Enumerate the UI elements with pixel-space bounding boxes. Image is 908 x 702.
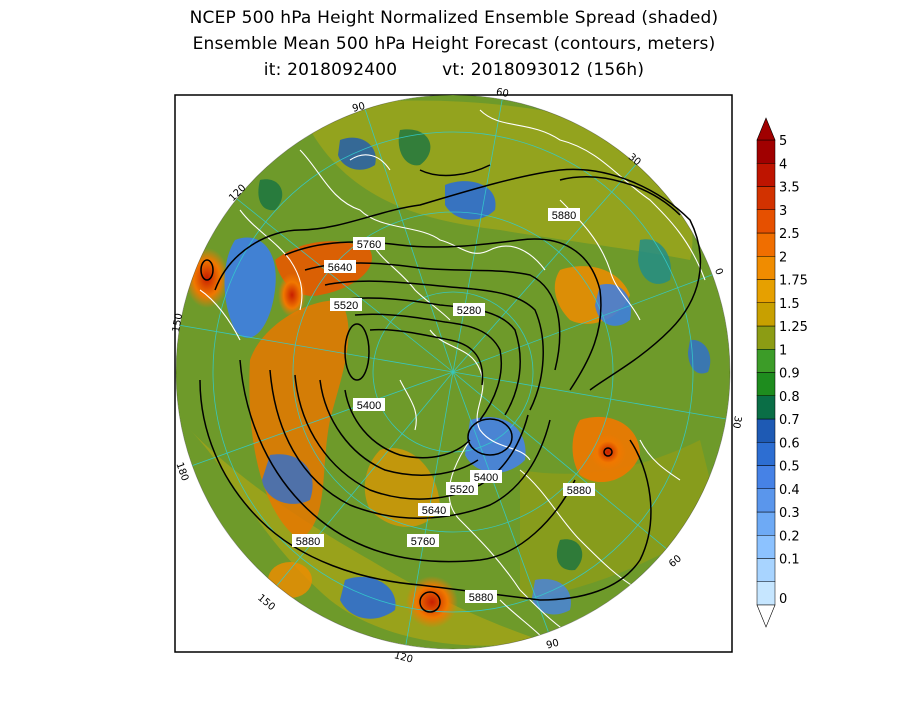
svg-text:5520: 5520 [450, 484, 474, 496]
colorbar-label: 0.3 [779, 506, 800, 521]
spread-field [176, 95, 730, 649]
init-time: it: 2018092400 [263, 60, 398, 80]
colorbar-label: 0.9 [779, 367, 800, 382]
lon-label: 120 [393, 650, 414, 666]
title-line-3: it: 2018092400 vt: 2018093012 (156h) [0, 58, 908, 82]
colorbar-label: 0.8 [779, 390, 800, 405]
colorbar-label: 0.7 [779, 413, 800, 428]
colorbar-label: 0.4 [779, 483, 800, 498]
colorbar-swatch [756, 209, 776, 234]
colorbar-label: 0.5 [779, 460, 800, 475]
colorbar-label: 0.1 [779, 553, 800, 568]
contour-label: 5400 [353, 398, 385, 412]
colorbar-swatch [756, 418, 776, 443]
colorbar-swatch [756, 139, 776, 164]
colorbar-min-arrow [756, 604, 776, 628]
colorbar-swatch [756, 511, 776, 536]
colorbar-swatch [756, 442, 776, 466]
colorbar-swatch [756, 256, 776, 280]
svg-text:5640: 5640 [422, 505, 446, 517]
colorbar: 0 0.1 0.2 0.3 0.4 0.5 0.6 0.7 0.8 0.9 1 1.25 1.5 1.75… [756, 117, 808, 628]
contour-label: 5880 [465, 590, 497, 604]
colorbar-swatch [756, 465, 776, 489]
colorbar-label: 5 [779, 134, 787, 149]
contour-label: 5520 [446, 482, 478, 496]
svg-text:5880: 5880 [567, 485, 591, 497]
colorbar-label: 2.5 [779, 227, 800, 242]
colorbar-label: 0.2 [779, 529, 800, 544]
colorbar-swatch [756, 488, 776, 513]
colorbar-swatch [756, 535, 776, 559]
graticule [177, 95, 730, 649]
colorbar-label: 0 [779, 592, 787, 607]
colorbar-label: 1.75 [779, 274, 808, 289]
colorbar-swatch [756, 163, 776, 187]
contour-label: 5880 [292, 534, 324, 548]
lon-label: 30 [730, 415, 743, 429]
contour-label: 5280 [453, 303, 485, 317]
lon-label: 90 [545, 638, 560, 652]
coastlines [199, 109, 706, 641]
colorbar-label: 1 [779, 343, 787, 358]
contour-label: 5880 [563, 483, 595, 497]
colorbar-max-arrow [756, 117, 776, 141]
colorbar-label: 1.5 [779, 297, 800, 312]
lon-label: 90 [351, 101, 366, 115]
lon-label: 0 [712, 267, 725, 277]
contour-label: 5760 [407, 534, 439, 548]
svg-text:5400: 5400 [474, 472, 498, 484]
contour-label: 5640 [418, 503, 450, 517]
lon-label: 150 [171, 312, 185, 333]
colorbar-swatch [756, 581, 776, 606]
colorbar-swatch [756, 349, 776, 373]
colorbar-label: 2 [779, 250, 787, 265]
svg-text:5760: 5760 [411, 536, 435, 548]
colorbar-label: 4 [779, 157, 787, 172]
svg-text:5640: 5640 [328, 262, 352, 274]
colorbar-swatch [756, 232, 776, 257]
svg-text:5520: 5520 [334, 300, 358, 312]
colorbar-label: 0.6 [779, 436, 800, 451]
contour-label: 5640 [324, 260, 356, 274]
colorbar-swatch [756, 302, 776, 327]
svg-text:5760: 5760 [357, 239, 381, 251]
lon-label: 60 [495, 87, 509, 100]
valid-time: vt: 2018093012 (156h) [442, 60, 645, 80]
colorbar-swatch [756, 279, 776, 303]
colorbar-label: 1.25 [779, 320, 808, 335]
contour-label: 5520 [330, 298, 362, 312]
contour-labels: 5880 5760 5640 5520 5280 5400 5400 5520 … [292, 208, 595, 604]
colorbar-swatch [756, 558, 776, 582]
svg-text:5880: 5880 [552, 210, 576, 222]
contour-label: 5880 [548, 208, 580, 222]
colorbar-swatch [756, 325, 776, 350]
svg-text:5400: 5400 [357, 400, 381, 412]
colorbar-swatch [756, 372, 776, 396]
colorbar-swatch [756, 186, 776, 210]
contour-label: 5400 [470, 470, 502, 484]
title-line-1: NCEP 500 hPa Height Normalized Ensemble … [189, 8, 719, 28]
colorbar-label: 3 [779, 204, 787, 219]
svg-text:5880: 5880 [296, 536, 320, 548]
svg-text:5280: 5280 [457, 305, 481, 317]
height-contours [199, 164, 702, 613]
svg-text:5880: 5880 [469, 592, 493, 604]
contour-label: 5760 [353, 237, 385, 251]
title-line-2: Ensemble Mean 500 hPa Height Forecast (c… [192, 34, 716, 54]
colorbar-swatch [756, 395, 776, 420]
colorbar-label: 3.5 [779, 181, 800, 196]
